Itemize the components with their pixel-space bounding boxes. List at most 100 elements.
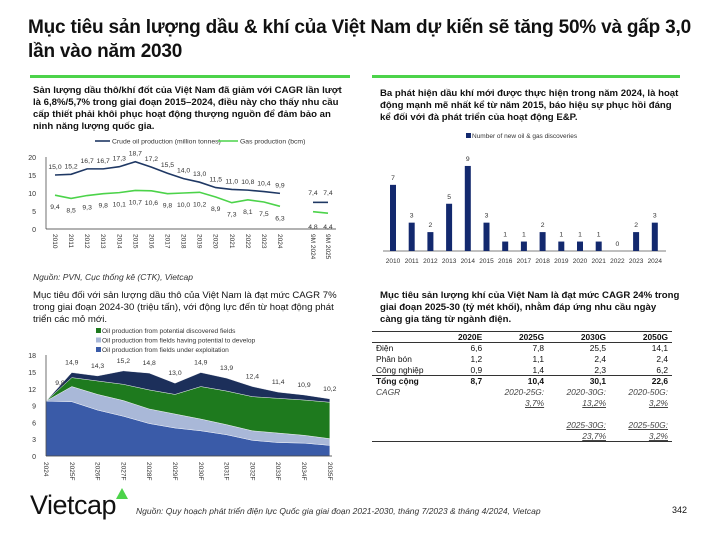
table-cell xyxy=(444,387,486,398)
left-bottom-text: Mục tiêu đối với sản lượng dầu thô của V… xyxy=(33,290,337,325)
table-row: Tổng cộng 8,7 10,4 30,1 22,6 xyxy=(372,375,672,387)
table-cell: 22,6 xyxy=(651,376,668,387)
column-header: 2020E xyxy=(457,332,483,342)
y-tick-label: 0 xyxy=(32,454,36,461)
table-row xyxy=(372,409,672,420)
x-tick-label: 2010 xyxy=(386,258,401,265)
x-tick-label: 2023 xyxy=(629,258,644,265)
x-tick-label: 2023 xyxy=(260,234,267,249)
data-label: 4,8 xyxy=(308,224,318,231)
data-label: 13,0 xyxy=(168,370,181,377)
column-header xyxy=(372,332,444,343)
table-cell: 2025-30G: xyxy=(566,420,607,430)
data-label: 1 xyxy=(522,232,526,239)
table-cell: 2,3 xyxy=(594,364,607,375)
table-row: Phân bón 1,2 1,1 2,4 2,4 xyxy=(372,354,672,365)
data-label: 16,7 xyxy=(81,158,94,165)
data-label: 8,9 xyxy=(211,206,221,213)
column-header: 2030G xyxy=(580,332,607,342)
x-tick-label: 2012 xyxy=(423,258,438,265)
x-tick-label: 2019 xyxy=(554,258,569,265)
x-tick-label: 2011 xyxy=(405,258,419,265)
bar xyxy=(520,241,527,251)
x-tick-label: 2019 xyxy=(196,234,203,249)
x-tick-label: 2010 xyxy=(51,234,58,249)
x-tick-label: 2018 xyxy=(535,258,550,265)
bar xyxy=(558,241,565,251)
data-label: 17,3 xyxy=(113,156,126,163)
table-cell xyxy=(548,409,610,420)
bar xyxy=(577,241,583,251)
x-tick-label: 2016 xyxy=(498,258,513,265)
x-tick-label: 2016 xyxy=(147,234,154,249)
y-tick-label: 20 xyxy=(28,155,36,162)
x-tick-label: 2024 xyxy=(42,462,49,477)
table-cell: Điện xyxy=(376,343,394,354)
data-label: 0 xyxy=(616,241,620,248)
data-label: 15,0 xyxy=(48,164,61,171)
bar xyxy=(390,184,396,251)
x-tick-label: 2027F xyxy=(119,462,126,480)
x-tick-label: 2015 xyxy=(479,258,494,265)
data-label: 10,0 xyxy=(177,202,190,209)
data-label: 14,9 xyxy=(65,360,78,367)
x-tick-label: 2034F xyxy=(300,462,307,480)
vietcap-logo: Vietcap xyxy=(30,490,117,520)
table-cell xyxy=(486,409,548,420)
right-top-text: Ba phát hiện dầu khí mới được thực hiện … xyxy=(380,88,679,123)
y-tick-label: 12 xyxy=(28,387,36,394)
data-label: 10,2 xyxy=(323,386,336,393)
table-row: Điện 6,6 7,8 25,5 14,1 xyxy=(372,343,672,354)
y-tick-label: 3 xyxy=(32,437,36,444)
gas-demand-table: 2020E 2025G 2030G 2050G Điện 6,6 7,8 25,5 14,1 Ph… xyxy=(372,331,672,442)
x-tick-label: 9M 2024 xyxy=(309,234,316,260)
bar xyxy=(483,222,490,251)
table-cell: 2020-50G: xyxy=(628,387,668,397)
x-tick-label: 2024 xyxy=(648,258,663,265)
bar xyxy=(539,232,546,251)
table-cell: 3,2% xyxy=(648,430,668,441)
x-tick-label: 2033F xyxy=(274,462,281,480)
legend-swatch xyxy=(96,328,101,333)
x-tick-label: 2022 xyxy=(244,234,251,249)
data-label: 3 xyxy=(485,213,489,220)
table-cell: 2025-50G: xyxy=(628,420,668,430)
data-label: 10,1 xyxy=(113,202,126,209)
table-cell: 10,4 xyxy=(527,376,545,387)
data-label: 7,4 xyxy=(323,190,333,197)
x-tick-label: 2025F xyxy=(68,462,75,480)
table-cell: 3,2% xyxy=(648,398,668,408)
y-tick-label: 5 xyxy=(32,209,36,216)
data-label: 10,4 xyxy=(257,181,270,188)
legend-label: Number of new oil & gas discoveries xyxy=(472,133,578,140)
data-label: 7 xyxy=(391,175,395,182)
x-tick-label: 2020 xyxy=(212,234,219,249)
data-label: 11,4 xyxy=(272,379,285,386)
data-label: 15,5 xyxy=(161,162,174,169)
data-label: 9,9 xyxy=(275,182,285,189)
data-label: 14,9 xyxy=(194,360,207,367)
table-cell xyxy=(372,398,444,409)
table-row: 2025-30G: 2025-50G: xyxy=(372,420,672,431)
x-tick-label: 2017 xyxy=(163,234,170,249)
legend-label: Gas production (bcm) xyxy=(240,139,305,146)
data-label: 14,8 xyxy=(143,360,156,367)
x-tick-label: 2018 xyxy=(180,234,187,249)
bar xyxy=(464,165,471,251)
table-cell: 30,1 xyxy=(589,376,607,387)
data-label: 10,8 xyxy=(241,179,254,186)
data-label: 1 xyxy=(559,232,563,239)
bar xyxy=(651,222,658,251)
table-cell xyxy=(444,431,486,442)
legend-label: Crude oil production (million tonnes) xyxy=(112,139,221,146)
data-label: 3 xyxy=(653,213,657,220)
x-tick-label: 2021 xyxy=(228,234,235,249)
table-header: 2020E 2025G 2030G 2050G xyxy=(372,331,672,343)
data-label: 10,9 xyxy=(297,382,310,389)
table-cell: 2020-25G: xyxy=(504,387,545,397)
data-label: 12,4 xyxy=(246,374,259,381)
y-tick-label: 0 xyxy=(32,227,36,234)
x-tick-label: 2030F xyxy=(197,462,204,480)
data-label: 4,4 xyxy=(323,224,333,231)
x-tick-label: 2011 xyxy=(67,234,74,248)
